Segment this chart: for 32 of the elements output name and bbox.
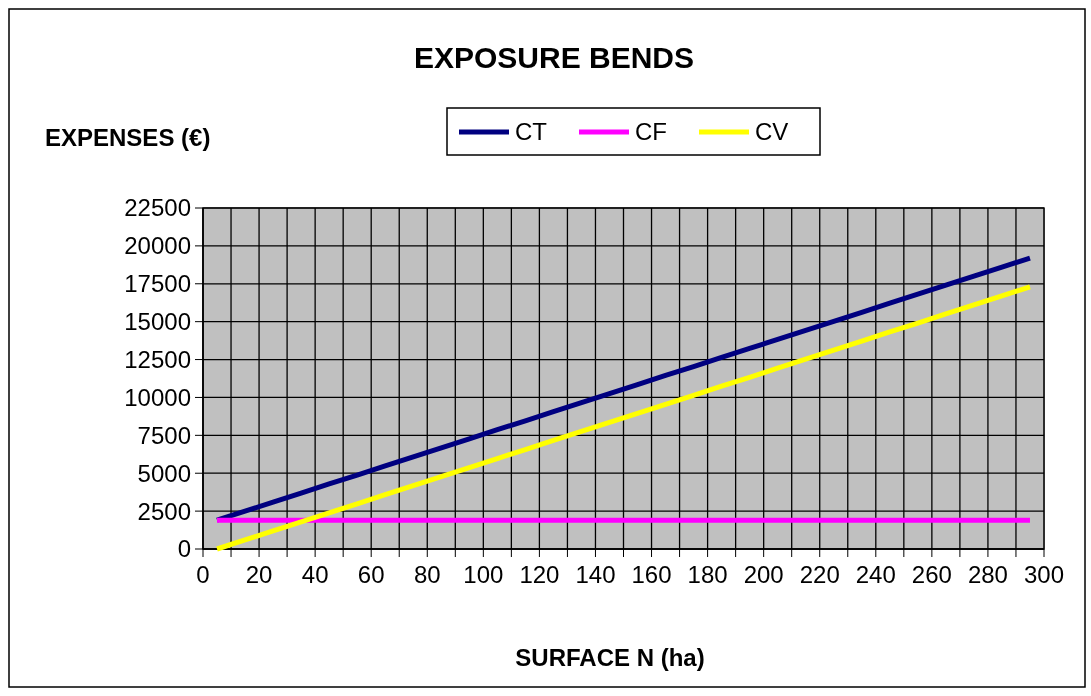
chart-title: EXPOSURE BENDS xyxy=(413,41,695,74)
y-tick-label: 7500 xyxy=(137,421,191,449)
x-tick-label: 240 xyxy=(855,561,896,588)
legend-label: CT xyxy=(515,118,548,146)
x-tick-label: 180 xyxy=(687,561,728,588)
x-tick-label: 100 xyxy=(463,561,504,588)
x-axis-title: SURFACE N (ha) xyxy=(515,644,705,671)
legend-label: CF xyxy=(635,118,667,146)
y-tick-label: 10000 xyxy=(124,383,191,411)
y-tick-label: 22500 xyxy=(124,194,191,222)
x-tick-label: 260 xyxy=(911,561,952,588)
y-tick-label: 5000 xyxy=(137,459,191,487)
x-tick-label: 120 xyxy=(519,561,560,588)
y-tick-label: 0 xyxy=(177,535,191,563)
x-tick-label: 80 xyxy=(413,561,441,588)
x-tick-label: 300 xyxy=(1023,561,1065,588)
x-tick-label: 40 xyxy=(301,561,329,588)
x-tick-label: 280 xyxy=(967,561,1008,588)
x-tick-label: 160 xyxy=(631,561,672,588)
y-tick-label: 15000 xyxy=(124,308,191,336)
x-tick-label: 0 xyxy=(196,561,210,588)
x-tick-label: 20 xyxy=(245,561,273,588)
y-tick-label: 20000 xyxy=(124,232,191,260)
legend-label: CV xyxy=(755,118,789,146)
x-tick-label: 220 xyxy=(799,561,840,588)
y-tick-label: 2500 xyxy=(137,497,191,525)
x-tick-label: 200 xyxy=(743,561,784,588)
y-tick-label: 17500 xyxy=(124,270,191,298)
x-tick-label: 60 xyxy=(357,561,385,588)
y-axis-title: EXPENSES (€) xyxy=(45,124,211,151)
x-tick-label: 140 xyxy=(575,561,616,588)
y-tick-label: 12500 xyxy=(124,345,191,373)
